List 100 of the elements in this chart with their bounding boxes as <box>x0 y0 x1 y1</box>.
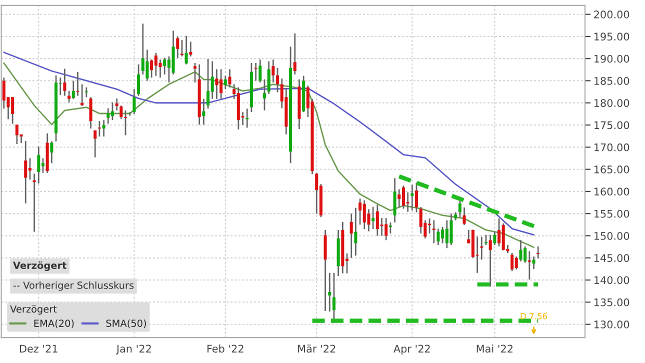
candlestick <box>510 252 514 272</box>
candlestick <box>176 36 180 59</box>
candlestick <box>358 198 362 226</box>
candlestick <box>493 231 496 246</box>
candlestick <box>41 158 45 174</box>
candlestick <box>276 67 280 93</box>
y-tick-label: 145.00 <box>594 254 630 262</box>
candlestick <box>436 228 440 246</box>
x-tick-label: Dez '21 <box>20 344 58 353</box>
legend-title: Verzögert <box>10 305 57 315</box>
y-tick-label: 185.00 <box>594 76 630 85</box>
x-tick-label: Mai '22 <box>476 344 512 353</box>
candlestick <box>462 206 466 226</box>
candlestick <box>519 239 522 262</box>
candlestick <box>141 22 144 76</box>
candlestick <box>267 60 270 95</box>
candlestick <box>484 234 488 246</box>
candlestick <box>72 80 75 100</box>
candlestick <box>367 208 370 232</box>
candlestick <box>124 110 128 136</box>
candlestick <box>532 256 536 270</box>
candlestick <box>102 119 106 138</box>
y-tick-label: 130.00 <box>594 320 630 328</box>
candlestick <box>410 184 414 212</box>
candlestick <box>50 140 54 164</box>
candlestick <box>206 58 210 110</box>
candlestick <box>372 206 375 230</box>
candlestick <box>115 98 118 112</box>
candlestick <box>163 57 166 76</box>
candlestick <box>106 107 110 124</box>
candlestick <box>498 218 501 248</box>
candlestick <box>272 58 275 84</box>
candlestick <box>193 62 197 84</box>
annotation: Verzögert <box>13 261 66 271</box>
candlestick <box>189 41 192 58</box>
y-tick-label: 170.00 <box>594 143 630 152</box>
candlestick <box>146 49 149 82</box>
candlestick <box>388 222 392 234</box>
candlestick <box>150 58 154 78</box>
y-tick-label: 195.00 <box>594 32 630 41</box>
candlestick <box>488 234 492 288</box>
candlestick <box>110 102 114 121</box>
candlestick <box>350 212 353 259</box>
candlestick <box>132 88 136 115</box>
candlestick <box>28 158 32 180</box>
candlestick <box>68 90 71 104</box>
candlestick <box>89 96 92 130</box>
candlestick <box>514 256 518 270</box>
candlestick <box>258 58 262 84</box>
candlestick <box>215 68 218 100</box>
candlestick <box>393 177 396 224</box>
candlestick <box>76 71 80 96</box>
x-tick-label: Apr '22 <box>394 344 430 355</box>
x-tick-label: Mär '22 <box>298 344 336 353</box>
y-tick-label: 190.00 <box>594 54 630 63</box>
candlestick <box>24 140 28 204</box>
candlestick <box>362 200 366 230</box>
y-tick-label: 165.00 <box>594 166 630 174</box>
x-tick-label: Feb '22 <box>207 344 244 353</box>
y-tick-label: 135.00 <box>594 298 630 306</box>
legend-label: EMA(20) <box>34 319 74 328</box>
candlestick <box>137 64 140 96</box>
candlestick <box>536 246 540 260</box>
candlestick <box>450 212 453 246</box>
annotation: D 7.56 <box>520 313 548 320</box>
candlestick <box>406 192 410 213</box>
candlestick <box>180 39 184 58</box>
legend-label: SMA(50) <box>106 319 146 328</box>
annotation: -- Vorheriger Schlusskurs <box>13 281 134 291</box>
y-tick-label: 140.00 <box>594 276 630 284</box>
candlestick <box>158 58 162 78</box>
y-tick-label: 160.00 <box>594 188 630 196</box>
candlestick <box>120 104 123 120</box>
candlestick <box>414 182 418 213</box>
candlestick <box>262 78 266 112</box>
candlestick <box>94 130 97 158</box>
candlestick <box>458 198 462 218</box>
y-tick-label: 180.00 <box>594 99 630 107</box>
candlestick <box>419 206 422 234</box>
y-tick-label: 175.00 <box>594 121 630 130</box>
candlestick <box>432 220 436 244</box>
candlestick <box>328 272 332 312</box>
y-tick-label: 150.00 <box>594 232 630 240</box>
candlestick <box>246 108 249 128</box>
candlestick <box>224 75 227 90</box>
candlestick <box>254 62 258 82</box>
x-tick-label: Jan '22 <box>116 344 151 355</box>
candlestick <box>98 120 101 138</box>
candlestick <box>293 32 296 76</box>
candlestick <box>354 207 358 256</box>
candlestick <box>228 68 232 88</box>
candlestick <box>184 35 188 66</box>
candlestick <box>63 68 66 96</box>
y-tick-label: 200.00 <box>594 10 630 18</box>
candlestick <box>398 188 401 208</box>
candlestick <box>528 250 531 280</box>
candlestick <box>202 98 206 126</box>
candlestick <box>37 146 40 184</box>
candlestick <box>332 272 336 321</box>
candlestick <box>315 172 318 214</box>
